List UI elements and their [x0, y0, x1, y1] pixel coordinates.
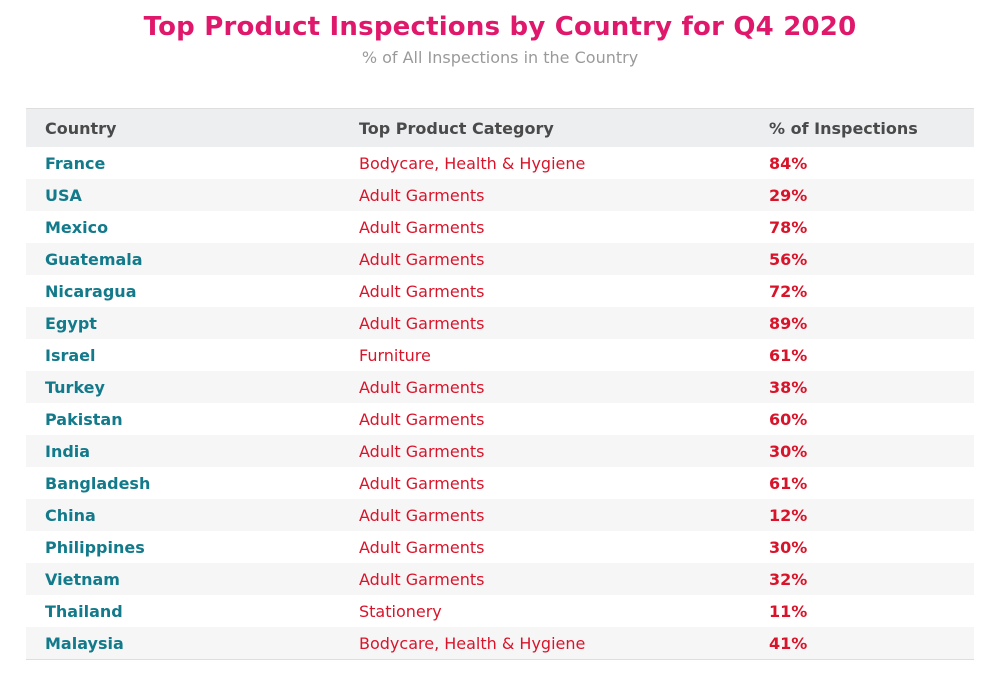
country-cell: Bangladesh: [45, 473, 151, 493]
table-row: China Adult Garments 12%: [26, 499, 974, 531]
table-row: India Adult Garments 30%: [26, 435, 974, 467]
country-cell: Malaysia: [26, 627, 359, 659]
percent-cell: 60%: [769, 409, 808, 429]
table-row: Vietnam Adult Garments 32%: [26, 563, 974, 595]
percent-cell: 61%: [769, 345, 808, 365]
country-cell: Mexico: [45, 217, 109, 237]
table-row: USA Adult Garments 29%: [26, 179, 974, 211]
table-row: France Bodycare, Health & Hygiene 84%: [26, 147, 974, 179]
category-cell: Adult Garments: [359, 307, 769, 339]
category-cell: Adult Garments: [359, 371, 769, 403]
percent-cell: 38%: [769, 371, 974, 403]
country-cell: Israel: [45, 345, 96, 365]
country-cell: China: [26, 499, 359, 531]
table-row: Thailand Stationery 11%: [26, 595, 974, 627]
category-cell: Adult Garments: [359, 179, 769, 211]
country-cell: India: [26, 435, 359, 467]
category-cell: Bodycare, Health & Hygiene: [359, 153, 586, 173]
percent-cell: 84%: [769, 153, 808, 173]
table-body: France Bodycare, Health & Hygiene 84% USA Ad…: [26, 147, 974, 659]
category-cell: Bodycare, Health & Hygiene: [359, 627, 769, 659]
table-row: Nicaragua Adult Garments 72%: [26, 275, 974, 307]
category-cell: Adult Garments: [359, 281, 485, 301]
category-cell: Adult Garments: [359, 473, 485, 493]
chart-subtitle: % of All Inspections in the Country: [361, 48, 639, 67]
column-header-category: Top Product Category: [359, 109, 769, 147]
category-cell: Furniture: [359, 345, 431, 365]
country-cell: France: [45, 153, 106, 173]
percent-cell: 72%: [769, 281, 808, 301]
category-cell: Adult Garments: [359, 435, 769, 467]
category-cell: Adult Garments: [359, 563, 769, 595]
table-row: Malaysia Bodycare, Health & Hygiene 41%: [26, 627, 974, 659]
table-row: Pakistan Adult Garments 60%: [26, 403, 974, 435]
category-cell: Adult Garments: [359, 499, 769, 531]
percent-cell: 30%: [769, 537, 808, 557]
table-header: Country Top Product Category % of Inspec…: [26, 109, 974, 147]
category-cell: Adult Garments: [359, 409, 485, 429]
country-cell: Nicaragua: [45, 281, 137, 301]
country-cell: Thailand: [45, 601, 123, 621]
percent-cell: 89%: [769, 307, 974, 339]
column-header-percent: % of Inspections: [769, 109, 974, 147]
percent-cell: 41%: [769, 627, 974, 659]
percent-cell: 11%: [769, 601, 808, 621]
table-row: Bangladesh Adult Garments 61%: [26, 467, 974, 499]
percent-cell: 78%: [769, 217, 808, 237]
table-row: Mexico Adult Garments 78%: [26, 211, 974, 243]
chart-title: Top Product Inspections by Country for Q…: [143, 12, 857, 42]
category-cell: Adult Garments: [359, 243, 769, 275]
column-header-country: Country: [26, 109, 359, 147]
percent-cell: 56%: [769, 243, 974, 275]
country-cell: Vietnam: [26, 563, 359, 595]
country-cell: Turkey: [26, 371, 359, 403]
table-row: Egypt Adult Garments 89%: [26, 307, 974, 339]
table-row: Philippines Adult Garments 30%: [26, 531, 974, 563]
percent-cell: 61%: [769, 473, 808, 493]
percent-cell: 12%: [769, 499, 974, 531]
table-row: Guatemala Adult Garments 56%: [26, 243, 974, 275]
percent-cell: 30%: [769, 435, 974, 467]
header-row: Country Top Product Category % of Inspec…: [26, 109, 974, 147]
country-cell: Egypt: [26, 307, 359, 339]
table-row: Israel Furniture 61%: [26, 339, 974, 371]
data-table: Country Top Product Category % of Inspec…: [26, 109, 974, 659]
percent-cell: 32%: [769, 563, 974, 595]
country-cell: Pakistan: [45, 409, 123, 429]
category-cell: Stationery: [359, 601, 442, 621]
category-cell: Adult Garments: [359, 537, 485, 557]
category-cell: Adult Garments: [359, 217, 485, 237]
table-row: Turkey Adult Garments 38%: [26, 371, 974, 403]
country-cell: Guatemala: [26, 243, 359, 275]
country-cell: Philippines: [45, 537, 145, 557]
country-cell: USA: [26, 179, 359, 211]
inspections-table: Country Top Product Category % of Inspec…: [26, 108, 974, 660]
percent-cell: 29%: [769, 179, 974, 211]
